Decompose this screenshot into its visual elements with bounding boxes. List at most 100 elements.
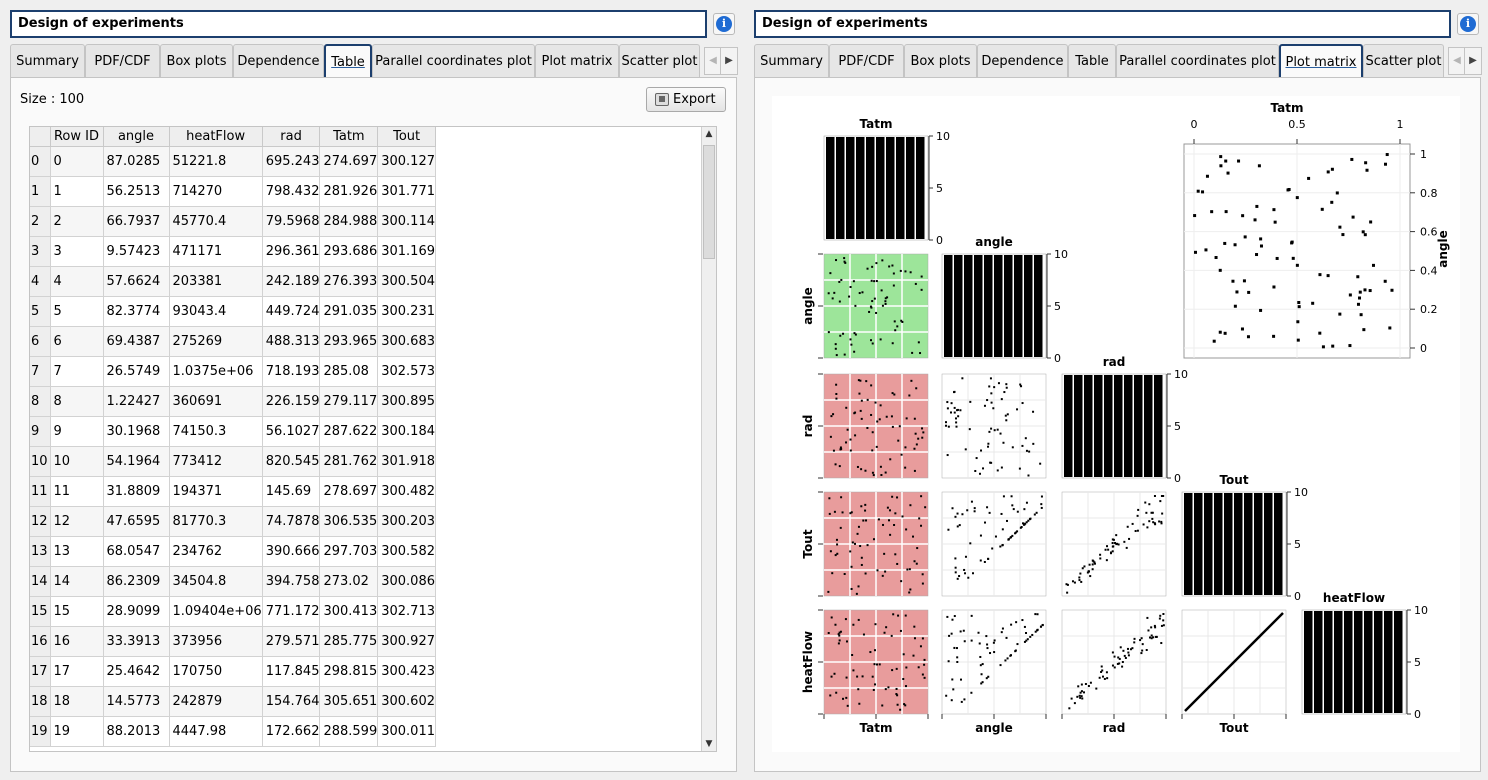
- tab-label: Scatter plot: [621, 54, 698, 69]
- left-tabbar: Summary PDF/CDF Box plots Dependence Table Pa…: [10, 44, 710, 77]
- table-cell: 301.771: [377, 176, 436, 207]
- scatter-point: [834, 343, 837, 346]
- table-row[interactable]: 14 14 86.2309 34504.8 394.758 273.02 300.086: [30, 566, 436, 597]
- tab-box-plots[interactable]: Box plots: [160, 44, 233, 77]
- table-row[interactable]: 13 13 68.0547 234762 390.666 297.703 300.582: [30, 536, 436, 567]
- tab-summary[interactable]: Summary: [754, 44, 829, 77]
- table-cell: 278.697: [319, 476, 379, 507]
- table-row[interactable]: 16 16 33.3913 373956 279.571 285.775 300.927: [30, 626, 436, 657]
- scatter-point: [857, 618, 860, 621]
- table-row[interactable]: 10 10 54.1964 773412 820.545 281.762 301.918: [30, 446, 436, 477]
- scatter-point: [1070, 697, 1073, 700]
- tab-pdf-cdf[interactable]: PDF/CDF: [829, 44, 904, 77]
- tab-box-plots[interactable]: Box plots: [904, 44, 977, 77]
- table-row[interactable]: 5 5 82.3774 93043.4 449.724 291.035 300.231: [30, 296, 436, 327]
- table-row[interactable]: 6 6 69.4387 275269 488.313 293.965 300.683: [30, 326, 436, 357]
- tab-scatter-plot[interactable]: Scatter plot: [1363, 44, 1444, 77]
- table-row[interactable]: 4 4 57.6624 203381 242.189 276.393 300.504: [30, 266, 436, 297]
- tab-label: Plot matrix: [541, 54, 613, 69]
- tab-parallel-coordinates-plot[interactable]: Parallel coordinates plot: [372, 44, 535, 77]
- table-row[interactable]: 11 11 31.8809 194371 145.69 278.697 300.482: [30, 476, 436, 507]
- scatter-point: [1028, 450, 1031, 453]
- table-row[interactable]: 12 12 47.6595 81770.3 74.7878 306.535 300.203: [30, 506, 436, 537]
- scatter-point: [1115, 534, 1118, 537]
- table-row[interactable]: 17 17 25.4642 170750 117.845 298.815 300.423: [30, 656, 436, 687]
- scatter-point: [978, 472, 981, 475]
- scatter-point: [1140, 652, 1143, 655]
- table-cell: 87.0285: [103, 146, 170, 177]
- scatter-point: [908, 394, 911, 397]
- scatter-point: [866, 544, 869, 547]
- plot-matrix[interactable]: Tatm 10 5 0 angle 10 5 0 rad 10 5 0 Tout 10 5 0 heatFlow…: [772, 96, 1460, 752]
- row-header: 16: [30, 626, 51, 657]
- table-scrollbar[interactable]: ▲ ▼: [701, 127, 716, 751]
- tab-pdf-cdf[interactable]: PDF/CDF: [85, 44, 160, 77]
- tab-plot-matrix[interactable]: Plot matrix: [1279, 44, 1363, 77]
- table-row[interactable]: 18 18 14.5773 242879 154.764 305.651 300.602: [30, 686, 436, 717]
- scatter-point: [829, 694, 832, 697]
- histogram-title: rad: [1103, 355, 1126, 369]
- column-header[interactable]: Tout: [377, 127, 436, 147]
- scatter-point: [1088, 563, 1091, 566]
- table-row[interactable]: 19 19 88.2013 4447.98 172.662 288.599 300.011: [30, 716, 436, 747]
- tab-parallel-coordinates-plot[interactable]: Parallel coordinates plot: [1116, 44, 1279, 77]
- export-button[interactable]: Export: [646, 87, 726, 112]
- left-info-button[interactable]: i: [713, 13, 735, 35]
- table-cell: 14: [50, 566, 104, 597]
- tab-table[interactable]: Table: [324, 44, 372, 77]
- scatter-point: [1125, 546, 1128, 549]
- scroll-down-icon[interactable]: ▼: [705, 739, 713, 749]
- zoom-scatter-point: [1371, 263, 1375, 267]
- table-row[interactable]: 8 8 1.22427 360691 226.159 279.117 300.895: [30, 386, 436, 417]
- scatter-point: [959, 409, 962, 412]
- tab-scatter-plot[interactable]: Scatter plot: [619, 44, 700, 77]
- column-header[interactable]: Tatm: [319, 127, 379, 147]
- tab-scroll-right-icon[interactable]: ▶: [1464, 47, 1482, 75]
- zoom-scatter-point: [1226, 171, 1230, 175]
- tab-dependence[interactable]: Dependence: [977, 44, 1068, 77]
- data-table[interactable]: Row ID angle heatFlow rad Tatm Tout 0 0 87.0285 5…: [29, 126, 717, 752]
- tab-summary[interactable]: Summary: [10, 44, 85, 77]
- table-row[interactable]: 0 0 87.0285 51221.8 695.243 274.697 300.127: [30, 146, 436, 177]
- column-header[interactable]: angle: [103, 127, 170, 147]
- scatter-point: [1131, 647, 1134, 650]
- zoom-scatter-point: [1369, 220, 1373, 224]
- scatter-point: [921, 673, 924, 676]
- scatter-point: [1145, 649, 1148, 652]
- table-cell: 1: [50, 176, 104, 207]
- column-header[interactable]: rad: [262, 127, 321, 147]
- scatter-point: [1112, 545, 1115, 548]
- scroll-up-icon[interactable]: ▲: [705, 129, 713, 139]
- scatter-point: [1033, 513, 1036, 516]
- table-row[interactable]: 7 7 26.5749 1.0375e+06 718.193 285.08 302.573: [30, 356, 436, 387]
- scatter-point: [879, 338, 882, 341]
- table-cell: 285.08: [319, 356, 379, 387]
- table-cell: 242879: [169, 686, 263, 717]
- scatter-point: [866, 398, 869, 401]
- histogram-bar: [1154, 375, 1163, 477]
- scatter-point: [1117, 543, 1120, 546]
- table-cell: 33.3913: [103, 626, 170, 657]
- column-header[interactable]: Row ID: [50, 127, 104, 147]
- table-row[interactable]: 15 15 28.9099 1.09404e+06 771.172 300.413 302.…: [30, 596, 436, 627]
- scatter-point: [827, 292, 830, 295]
- tab-dependence[interactable]: Dependence: [233, 44, 324, 77]
- table-row[interactable]: 9 9 30.1968 74150.3 56.1027 287.622 300.184: [30, 416, 436, 447]
- table-cell: 360691: [169, 386, 263, 417]
- table-cell: 15: [50, 596, 104, 627]
- histogram-tick-label: 10: [1414, 604, 1428, 617]
- table-row[interactable]: 2 2 66.7937 45770.4 79.5968 284.988 300.114: [30, 206, 436, 237]
- tab-scroll-right-icon[interactable]: ▶: [720, 47, 738, 75]
- scatter-point: [1100, 670, 1103, 673]
- column-header[interactable]: heatFlow: [169, 127, 263, 147]
- table-row[interactable]: 3 3 9.57423 471171 296.361 293.686 301.169: [30, 236, 436, 267]
- scroll-thumb[interactable]: [703, 145, 715, 259]
- right-info-button[interactable]: i: [1457, 13, 1479, 35]
- scatter-point: [844, 261, 847, 264]
- zoom-scatter-point: [1359, 313, 1363, 317]
- tab-table[interactable]: Table: [1068, 44, 1116, 77]
- scatter-point: [851, 653, 854, 656]
- table-row[interactable]: 1 1 56.2513 714270 798.432 281.926 301.771: [30, 176, 436, 207]
- row-header: 2: [30, 206, 51, 237]
- tab-plot-matrix[interactable]: Plot matrix: [535, 44, 619, 77]
